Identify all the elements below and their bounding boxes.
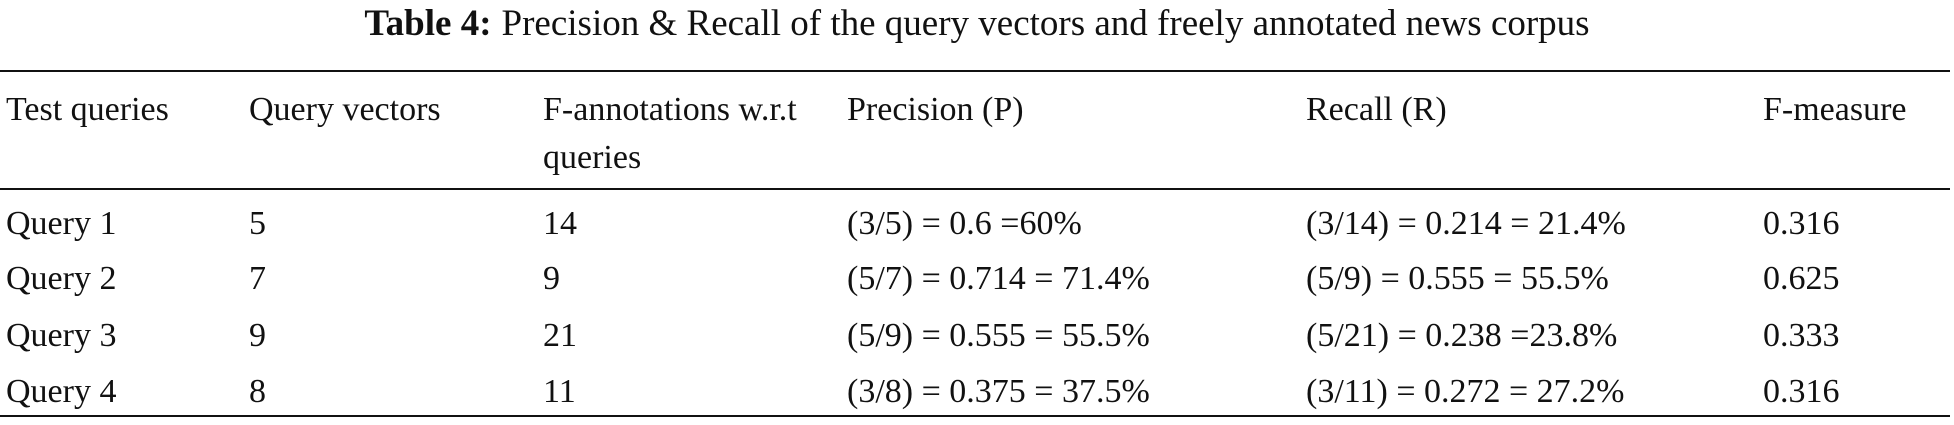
header-rule [0, 188, 1950, 190]
header-cell: Recall (R) [1306, 91, 1447, 128]
header-cell: Query vectors [249, 91, 441, 128]
caption-label: Table 4: [364, 3, 492, 44]
table-cell: 14 [543, 205, 577, 242]
table-cell: Query 2 [6, 260, 117, 297]
table-cell: 21 [543, 317, 577, 354]
caption-text: Precision & Recall of the query vectors … [501, 3, 1590, 44]
bottom-rule [0, 415, 1950, 417]
table-cell: (5/21) = 0.238 =23.8% [1306, 317, 1618, 354]
table-cell: (3/11) = 0.272 = 27.2% [1306, 373, 1625, 410]
table-cell: 0.316 [1763, 205, 1840, 242]
table-cell: (3/8) = 0.375 = 37.5% [847, 373, 1150, 410]
top-rule [0, 70, 1950, 72]
table-cell: (3/14) = 0.214 = 21.4% [1306, 205, 1626, 242]
header-cell: Test queries [6, 91, 169, 128]
table-cell: 5 [249, 205, 266, 242]
header-cell: Precision (P) [847, 91, 1024, 128]
table-cell: (5/7) = 0.714 = 71.4% [847, 260, 1150, 297]
header-cell: F-measure [1763, 91, 1907, 128]
table-cell: 0.625 [1763, 260, 1840, 297]
table-cell: (5/9) = 0.555 = 55.5% [847, 317, 1150, 354]
table-cell: 8 [249, 373, 266, 410]
table-cell: Query 1 [6, 205, 117, 242]
header-cell: F-annotations w.r.t queries [543, 91, 797, 176]
table-cell: 0.333 [1763, 317, 1840, 354]
table-cell: Query 3 [6, 317, 117, 354]
table-cell: (5/9) = 0.555 = 55.5% [1306, 260, 1609, 297]
table-cell: 9 [543, 260, 560, 297]
table-cell: 11 [543, 373, 576, 410]
table-cell: 9 [249, 317, 266, 354]
table-cell: Query 4 [6, 373, 117, 410]
table-cell: 7 [249, 260, 266, 297]
table-cell: 0.316 [1763, 373, 1840, 410]
table-caption: Table 4: Precision & Recall of the query … [0, 2, 1954, 45]
table-cell: (3/5) = 0.6 =60% [847, 205, 1082, 242]
